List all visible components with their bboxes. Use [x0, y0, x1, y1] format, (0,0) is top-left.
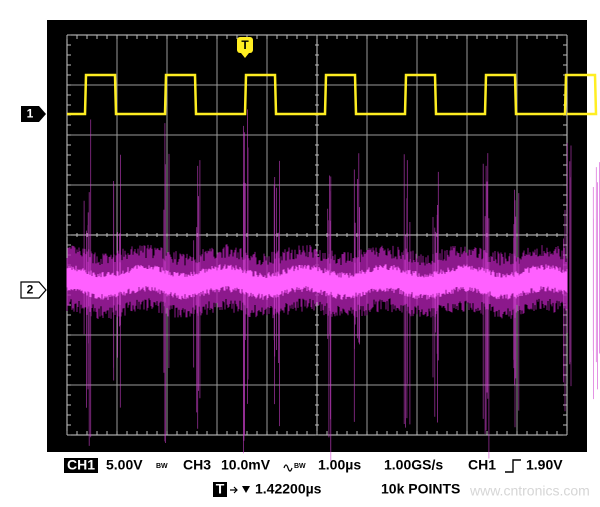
trigger-edge-icon	[505, 459, 521, 473]
ch1-scale: 5.00V	[106, 457, 143, 473]
channel1-marker: 1	[27, 107, 34, 121]
channel1-waveform	[67, 73, 598, 116]
trigger-marker-pointer	[241, 53, 249, 58]
noise-core	[66, 264, 568, 300]
trigger-marker-box	[237, 37, 253, 53]
timebase: 1.00µs	[318, 457, 361, 473]
channel2-waveform	[66, 109, 600, 461]
trigger-position-marker: T	[216, 481, 225, 497]
watermark: www.cntronics.com	[469, 483, 590, 499]
ch1-bandwidth: BW	[156, 463, 168, 470]
trigger-position-box	[213, 482, 227, 497]
trigger-arrow	[230, 486, 238, 494]
ch3-scale: 10.0mV	[221, 457, 271, 473]
ch1-label-box	[64, 458, 98, 473]
ch1-label: CH1	[67, 457, 95, 473]
ch3-invert-icon	[283, 464, 293, 472]
sample-rate: 1.00GS/s	[384, 457, 443, 473]
trigger-pointer	[242, 486, 250, 493]
channel2-marker: 2	[27, 283, 34, 297]
channel2-marker-box	[20, 281, 47, 299]
trigger-level: 1.90V	[526, 457, 563, 473]
trigger-position: 1.42200µs	[255, 481, 322, 497]
channel1-marker-box	[21, 106, 46, 122]
ch3-bandwidth: BW	[294, 463, 306, 470]
record-length: 10k POINTS	[381, 481, 460, 497]
trigger-marker: T	[241, 38, 249, 52]
trigger-source: CH1	[468, 457, 496, 473]
ch3-label: CH3	[183, 457, 211, 473]
